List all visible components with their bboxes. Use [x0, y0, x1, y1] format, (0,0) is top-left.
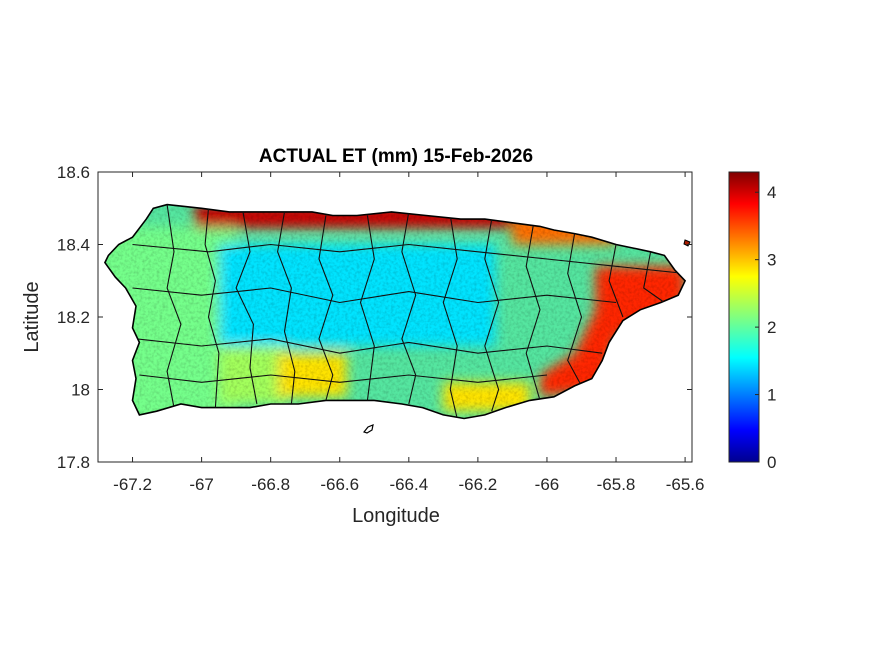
- y-tick-label: 18.4: [57, 236, 90, 255]
- x-tick-label: -67: [189, 475, 214, 494]
- municipality-border: [139, 374, 548, 383]
- x-tick-label: -65.6: [666, 475, 705, 494]
- island-coastline: [103, 203, 687, 420]
- colorbar-tick-label: 4: [767, 183, 776, 202]
- colorbar-tick-label: 0: [767, 453, 776, 472]
- colorbar-tick-label: 2: [767, 318, 776, 337]
- x-tick-label: -66: [535, 475, 560, 494]
- municipality-border: [359, 215, 375, 401]
- municipality-border: [204, 208, 220, 408]
- x-tick-label: -66.2: [459, 475, 498, 494]
- y-axis-label: Latitude: [21, 281, 43, 352]
- municipality-border: [132, 243, 686, 275]
- municipality-border: [608, 244, 624, 318]
- municipality-border: [132, 287, 617, 304]
- x-axis: -67.2 -67 -66.8 -66.6 -66.4 -66.2 -66 -65.8 -65.…: [113, 172, 704, 494]
- colorbar-tick-label: 3: [767, 251, 776, 270]
- municipality-border: [567, 233, 583, 387]
- y-tick-label: 18.6: [57, 163, 90, 182]
- x-tick-label: -66.6: [320, 475, 359, 494]
- chart-title: ACTUAL ET (mm) 15-Feb-2026: [259, 146, 533, 167]
- municipality-border: [135, 338, 603, 354]
- x-tick-label: -65.8: [597, 475, 636, 494]
- municipality-borders: [132, 204, 686, 419]
- municipality-border: [235, 211, 258, 405]
- municipality-border: [318, 215, 334, 401]
- x-tick-label: -66.4: [389, 475, 428, 494]
- municipality-border: [525, 226, 541, 401]
- y-axis: 17.8 18 18.2 18.4 18.6: [57, 163, 692, 472]
- municipality-border: [643, 251, 665, 303]
- x-tick-label: -67.2: [113, 475, 152, 494]
- x-tick-label: -66.8: [251, 475, 290, 494]
- y-tick-label: 18.2: [57, 308, 90, 327]
- municipality-border: [442, 215, 458, 419]
- x-axis-label: Longitude: [352, 505, 440, 527]
- y-tick-label: 17.8: [57, 453, 90, 472]
- caja-de-muertos-islet: [362, 424, 374, 434]
- colorbar-tick-label: 1: [767, 386, 776, 405]
- colorbar-axis: 0 1 2 3 4: [755, 183, 776, 472]
- colorbar: [728, 171, 760, 463]
- municipality-border: [166, 204, 182, 408]
- y-tick-label: 18: [71, 381, 90, 400]
